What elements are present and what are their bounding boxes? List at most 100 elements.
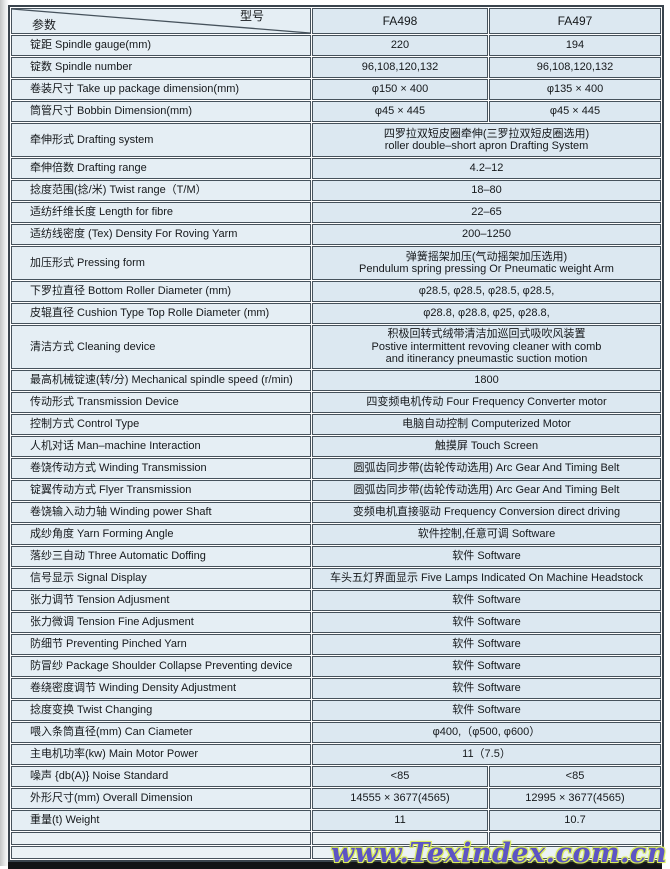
param-label-cell: 皮辊直径 Cushion Type Top Rolle Diameter (mm… [11, 303, 311, 324]
param-label-cell: 卷绕密度调节 Winding Density Adjustment [11, 678, 311, 699]
table-row: 锭距 Spindle gauge(mm) 220 194 [11, 35, 661, 56]
table-row: 加压形式 Pressing form 弹簧摇架加压(气动摇架加压选用) Pendul… [11, 246, 661, 280]
table-row: 牵伸倍数 Drafting range 4.2–12 [11, 158, 661, 179]
table-row: 卷饶输入动力轴 Winding power Shaft 变频电机直接驱动 Freq… [11, 502, 661, 523]
column-header-fa497: FA497 [489, 8, 661, 34]
site-watermark: www.Texindex.com.cn [330, 838, 667, 869]
table-row: 最高机械锭速(转/分) Mechanical spindle speed (r/… [11, 370, 661, 391]
param-label-cell: 卷饶输入动力轴 Winding power Shaft [11, 502, 311, 523]
value-cell-span: 四罗拉双短皮圈牵伸(三罗拉双短皮圈选用) roller double–short … [312, 123, 661, 157]
table-row: 适纺纤维长度 Length for fibre 22–65 [11, 202, 661, 223]
value-cell-fa498: 14555 × 3677(4565) [312, 788, 488, 809]
table-row: 卷绕密度调节 Winding Density Adjustment 软件 Soft… [11, 678, 661, 699]
value-cell-fa497: 194 [489, 35, 661, 56]
spec-table: 参数 型号 FA498 FA497 锭距 Spindle gauge(mm) 22… [8, 5, 664, 862]
value-cell-fa498: 11 [312, 810, 488, 831]
value-cell-span: 圆弧齿同步带(齿轮传动选用) Arc Gear And Timing Belt [312, 458, 661, 479]
table-row: 噪声 {db(A)} Noise Standard <85 <85 [11, 766, 661, 787]
value-cell-fa497: 12995 × 3677(4565) [489, 788, 661, 809]
table-row: 人机对话 Man–machine Interaction 触摸屏 Touch Sc… [11, 436, 661, 457]
value-cell-fa498: φ150 × 400 [312, 79, 488, 100]
table-row: 信号显示 Signal Display 车头五灯界面显示 Five Lamps I… [11, 568, 661, 589]
table-row [11, 846, 661, 859]
param-label-cell: 卷装尺寸 Take up package dimension(mm) [11, 79, 311, 100]
value-cell-fa498: 96,108,120,132 [312, 57, 488, 78]
value-cell-span: 1800 [312, 370, 661, 391]
table-row [11, 832, 661, 845]
value-cell-span: 圆弧齿同步带(齿轮传动选用) Arc Gear And Timing Belt [312, 480, 661, 501]
param-label-cell: 人机对话 Man–machine Interaction [11, 436, 311, 457]
diagonal-line [12, 9, 310, 33]
value-cell-span: 11（7.5） [312, 744, 661, 765]
param-label-cell: 适纺线密度 (Tex) Density For Roving Yarm [11, 224, 311, 245]
value-cell-span: 变频电机直接驱动 Frequency Conversion direct dri… [312, 502, 661, 523]
value-cell-span: φ28.5, φ28.5, φ28.5, φ28.5, [312, 281, 661, 302]
spec-sheet-page: 参数 型号 FA498 FA497 锭距 Spindle gauge(mm) 22… [8, 5, 664, 869]
param-label-cell: 最高机械锭速(转/分) Mechanical spindle speed (r/… [11, 370, 311, 391]
value-cell-fa497: φ135 × 400 [489, 79, 661, 100]
table-row: 张力调节 Tension Adjusment 软件 Software [11, 590, 661, 611]
table-row: 传动形式 Transmission Device 四变频电机传动 Four Fre… [11, 392, 661, 413]
param-label-cell: 牵伸倍数 Drafting range [11, 158, 311, 179]
value-cell-span: 软件 Software [312, 678, 661, 699]
value-cell-span: 触摸屏 Touch Screen [312, 436, 661, 457]
param-label-cell: 张力调节 Tension Adjusment [11, 590, 311, 611]
param-label-cell: 主电机功率(kw) Main Motor Power [11, 744, 311, 765]
table-row: 卷装尺寸 Take up package dimension(mm) φ150 ×… [11, 79, 661, 100]
param-label-cell: 捻度范围(捻/米) Twist range（T/M） [11, 180, 311, 201]
table-row: 牵伸形式 Drafting system 四罗拉双短皮圈牵伸(三罗拉双短皮圈选用)… [11, 123, 661, 157]
value-cell-fa498 [312, 832, 488, 845]
value-cell-fa498 [312, 846, 488, 859]
param-label-cell: 锭翼传动方式 Flyer Transmission [11, 480, 311, 501]
table-row: 控制方式 Control Type 电脑自动控制 Computerized Mot… [11, 414, 661, 435]
value-cell-span: 积极回转式绒带清洁加巡回式吸吹风装置 Postive intermittent r… [312, 325, 661, 369]
table-row: 外形尺寸(mm) Overall Dimension 14555 × 3677(4… [11, 788, 661, 809]
param-label-cell: 下罗拉直径 Bottom Roller Diameter (mm) [11, 281, 311, 302]
table-row: 防细节 Preventing Pinched Yarn 软件 Software [11, 634, 661, 655]
param-label-cell: 卷饶传动方式 Winding Transmission [11, 458, 311, 479]
value-cell-span: 软件 Software [312, 656, 661, 677]
param-label-cell: 防细节 Preventing Pinched Yarn [11, 634, 311, 655]
table-row: 卷饶传动方式 Winding Transmission 圆弧齿同步带(齿轮传动选用… [11, 458, 661, 479]
param-label-cell: 外形尺寸(mm) Overall Dimension [11, 788, 311, 809]
value-cell-fa498: φ45 × 445 [312, 101, 488, 122]
value-cell-span: 软件 Software [312, 700, 661, 721]
param-label-cell: 适纺纤维长度 Length for fibre [11, 202, 311, 223]
value-cell-fa498: <85 [312, 766, 488, 787]
value-cell-fa497 [489, 846, 661, 859]
value-cell-span: 软件 Software [312, 634, 661, 655]
table-row: 锭数 Spindle number 96,108,120,132 96,108,12… [11, 57, 661, 78]
table-row: 锭翼传动方式 Flyer Transmission 圆弧齿同步带(齿轮传动选用) … [11, 480, 661, 501]
param-axis-label: 参数 [32, 17, 57, 32]
param-label-cell: 锭数 Spindle number [11, 57, 311, 78]
value-cell-span: φ28.8, φ28.8, φ25, φ28.8, [312, 303, 661, 324]
param-label-cell: 信号显示 Signal Display [11, 568, 311, 589]
table-row: 适纺线密度 (Tex) Density For Roving Yarm 200–1… [11, 224, 661, 245]
param-label-cell [11, 832, 311, 845]
value-cell-span: 200–1250 [312, 224, 661, 245]
value-cell-span: 弹簧摇架加压(气动摇架加压选用) Pendulum spring pressing… [312, 246, 661, 280]
table-row: 防冒纱 Package Shoulder Collapse Preventing… [11, 656, 661, 677]
model-axis-label: 型号 [239, 9, 264, 23]
value-cell-fa498: 220 [312, 35, 488, 56]
value-cell-span: φ400,（φ500, φ600） [312, 722, 661, 743]
param-label-cell: 落纱三自动 Three Automatic Doffing [11, 546, 311, 567]
param-label-cell: 噪声 {db(A)} Noise Standard [11, 766, 311, 787]
value-cell-span: 车头五灯界面显示 Five Lamps Indicated On Machine… [312, 568, 661, 589]
diagonal-header-cell: 参数 型号 [11, 8, 311, 34]
param-label-cell: 传动形式 Transmission Device [11, 392, 311, 413]
param-label-cell: 筒管尺寸 Bobbin Dimension(mm) [11, 101, 311, 122]
table-row: 下罗拉直径 Bottom Roller Diameter (mm) φ28.5, … [11, 281, 661, 302]
value-cell-fa497: <85 [489, 766, 661, 787]
table-row: 落纱三自动 Three Automatic Doffing 软件 Software [11, 546, 661, 567]
param-label-cell: 喂入条筒直径(mm) Can Ciameter [11, 722, 311, 743]
param-label-cell: 张力微调 Tension Fine Adjusment [11, 612, 311, 633]
value-cell-span: 电脑自动控制 Computerized Motor [312, 414, 661, 435]
value-cell-span: 软件 Software [312, 546, 661, 567]
table-row: 捻度范围(捻/米) Twist range（T/M） 18–80 [11, 180, 661, 201]
table-row: 成纱角度 Yarn Forming Angle 软件控制,任意可调 Softwar… [11, 524, 661, 545]
value-cell-fa497 [489, 832, 661, 845]
value-cell-span: 软件控制,任意可调 Software [312, 524, 661, 545]
param-label-cell: 清洁方式 Cleaning device [11, 325, 311, 369]
value-cell-span: 22–65 [312, 202, 661, 223]
